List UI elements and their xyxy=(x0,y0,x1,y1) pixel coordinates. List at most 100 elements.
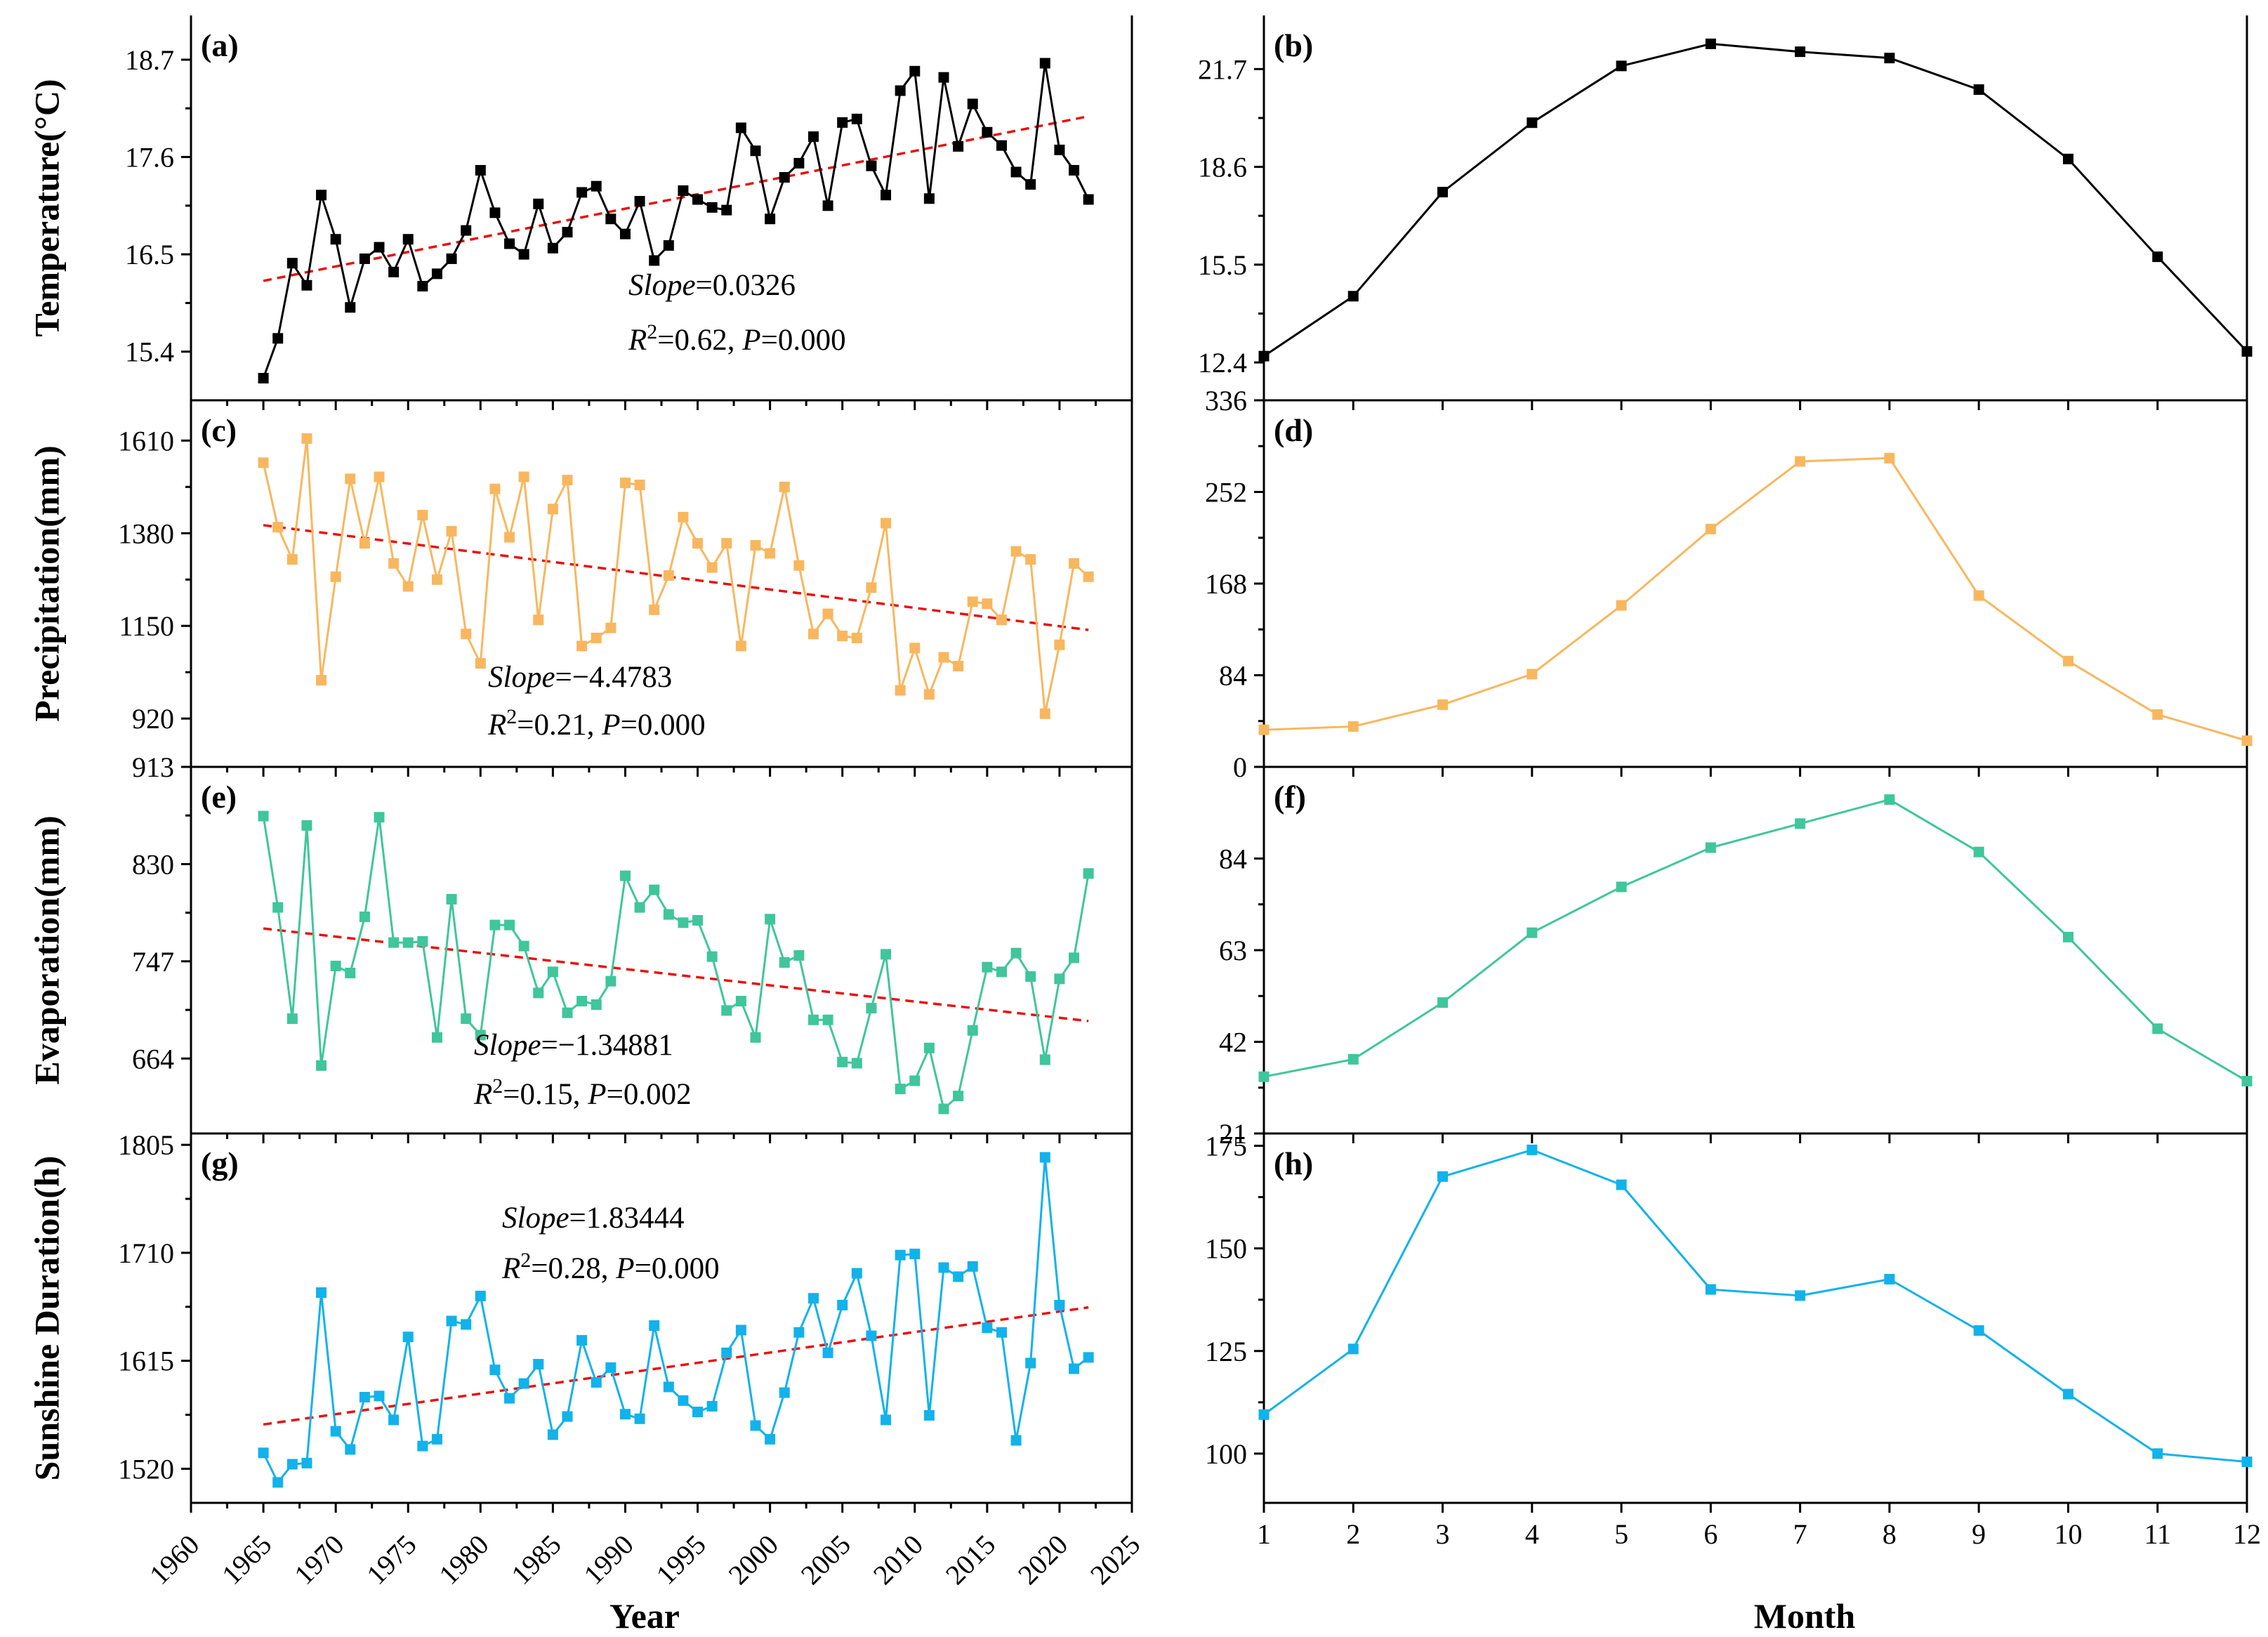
data-point xyxy=(649,255,660,266)
y-tick-label: 15.4 xyxy=(125,336,174,368)
data-point xyxy=(895,85,906,96)
data-point xyxy=(1010,1435,1022,1446)
data-point xyxy=(2241,1457,2253,1468)
data-point xyxy=(591,1376,602,1388)
data-point xyxy=(286,1459,298,1470)
data-point xyxy=(953,140,964,152)
data-point xyxy=(735,122,746,133)
data-point xyxy=(953,1091,964,1102)
data-point xyxy=(2241,1075,2253,1086)
data-point xyxy=(461,1013,472,1025)
p-label: P xyxy=(615,1252,634,1285)
data-point xyxy=(461,225,472,236)
y-tick-label: 1520 xyxy=(118,1453,174,1485)
panel-g: 1520 1615 1710 1805 1960 1965 1970 1975 1980 1985… xyxy=(27,1129,1146,1591)
r2-label: R xyxy=(501,1252,520,1285)
y-tick-label: 100 xyxy=(1205,1438,1247,1470)
data-point xyxy=(851,632,862,643)
y-tick-label: 16.5 xyxy=(125,239,174,270)
data-point xyxy=(996,1327,1007,1338)
data-point xyxy=(2152,251,2163,263)
data-point xyxy=(866,1003,877,1014)
panel-label: (e) xyxy=(201,779,237,815)
data-point xyxy=(489,1365,501,1376)
data-point xyxy=(1973,84,1984,96)
data-point xyxy=(1616,881,1627,893)
x-tick-label: 1960 xyxy=(143,1529,205,1591)
data-point xyxy=(2062,1388,2073,1400)
data-point xyxy=(431,574,442,585)
data-point xyxy=(1069,952,1080,964)
data-point xyxy=(518,249,529,260)
data-point xyxy=(286,554,298,565)
data-point xyxy=(721,538,732,549)
data-point xyxy=(634,196,645,207)
slope-label: Slope xyxy=(628,269,696,302)
data-point xyxy=(982,1322,993,1334)
data-point xyxy=(605,213,617,225)
data-point xyxy=(547,966,558,978)
data-point xyxy=(562,475,573,486)
data-point xyxy=(359,538,370,549)
y-tick-label: 1615 xyxy=(118,1346,174,1377)
data-point xyxy=(2062,931,2073,942)
data-point xyxy=(1054,144,1065,155)
data-point xyxy=(402,581,414,592)
slope-value: =0.0326 xyxy=(696,269,796,302)
data-point xyxy=(605,1362,617,1373)
data-point xyxy=(881,1414,892,1426)
data-point xyxy=(1083,1352,1094,1363)
r2-value: =0.15, xyxy=(503,1078,588,1111)
data-point xyxy=(678,1395,689,1406)
data-point xyxy=(663,570,674,581)
trend-line xyxy=(263,524,1089,631)
data-point xyxy=(1258,1071,1270,1082)
data-point xyxy=(692,1407,704,1418)
x-tick-label: 1990 xyxy=(577,1529,639,1591)
data-point xyxy=(1527,669,1538,680)
data-point xyxy=(706,562,718,573)
slope-value: =−1.34881 xyxy=(541,1029,673,1062)
data-point xyxy=(316,675,327,686)
data-point xyxy=(301,820,312,831)
data-point xyxy=(330,961,341,972)
data-point xyxy=(706,951,718,962)
data-point xyxy=(1054,639,1065,650)
data-point xyxy=(1884,53,1895,64)
data-point xyxy=(837,117,848,128)
data-point xyxy=(807,1014,819,1025)
x-tick-label: 2010 xyxy=(867,1529,929,1591)
p-value: =0.000 xyxy=(761,324,846,357)
data-point xyxy=(1010,546,1022,557)
data-point xyxy=(533,987,544,999)
data-point xyxy=(678,511,689,522)
data-point xyxy=(316,1060,327,1071)
series-line xyxy=(262,815,1090,1110)
y-tick-label: 18.7 xyxy=(125,44,174,76)
x-tick-label: 2015 xyxy=(939,1529,1001,1591)
data-point xyxy=(1347,721,1359,732)
data-point xyxy=(750,1032,761,1043)
data-point xyxy=(431,1032,442,1043)
data-point xyxy=(909,643,921,654)
slope-label: Slope xyxy=(502,1202,569,1235)
r2-value: =0.62, xyxy=(657,324,742,357)
data-point xyxy=(1039,1054,1050,1065)
panel-c: 920 1150 1380 1610 Precipitation(mm) (c) Slope… xyxy=(27,399,1133,777)
data-point xyxy=(895,1084,906,1095)
data-point xyxy=(721,1347,732,1358)
y-tick-label: 150 xyxy=(1205,1233,1247,1265)
data-point xyxy=(359,253,370,264)
data-point xyxy=(663,909,674,920)
data-point xyxy=(475,1030,486,1041)
data-point xyxy=(996,614,1007,626)
data-point xyxy=(388,1414,400,1426)
p-value: =0.000 xyxy=(621,709,706,742)
data-point xyxy=(605,975,617,987)
r2-superscript: 2 xyxy=(647,320,657,343)
y-tick-label: 168 xyxy=(1205,568,1247,600)
y-tick-label: 21.7 xyxy=(1198,53,1247,85)
x-tick-label: 8 xyxy=(1883,1518,1897,1550)
trend-line xyxy=(263,1306,1089,1426)
